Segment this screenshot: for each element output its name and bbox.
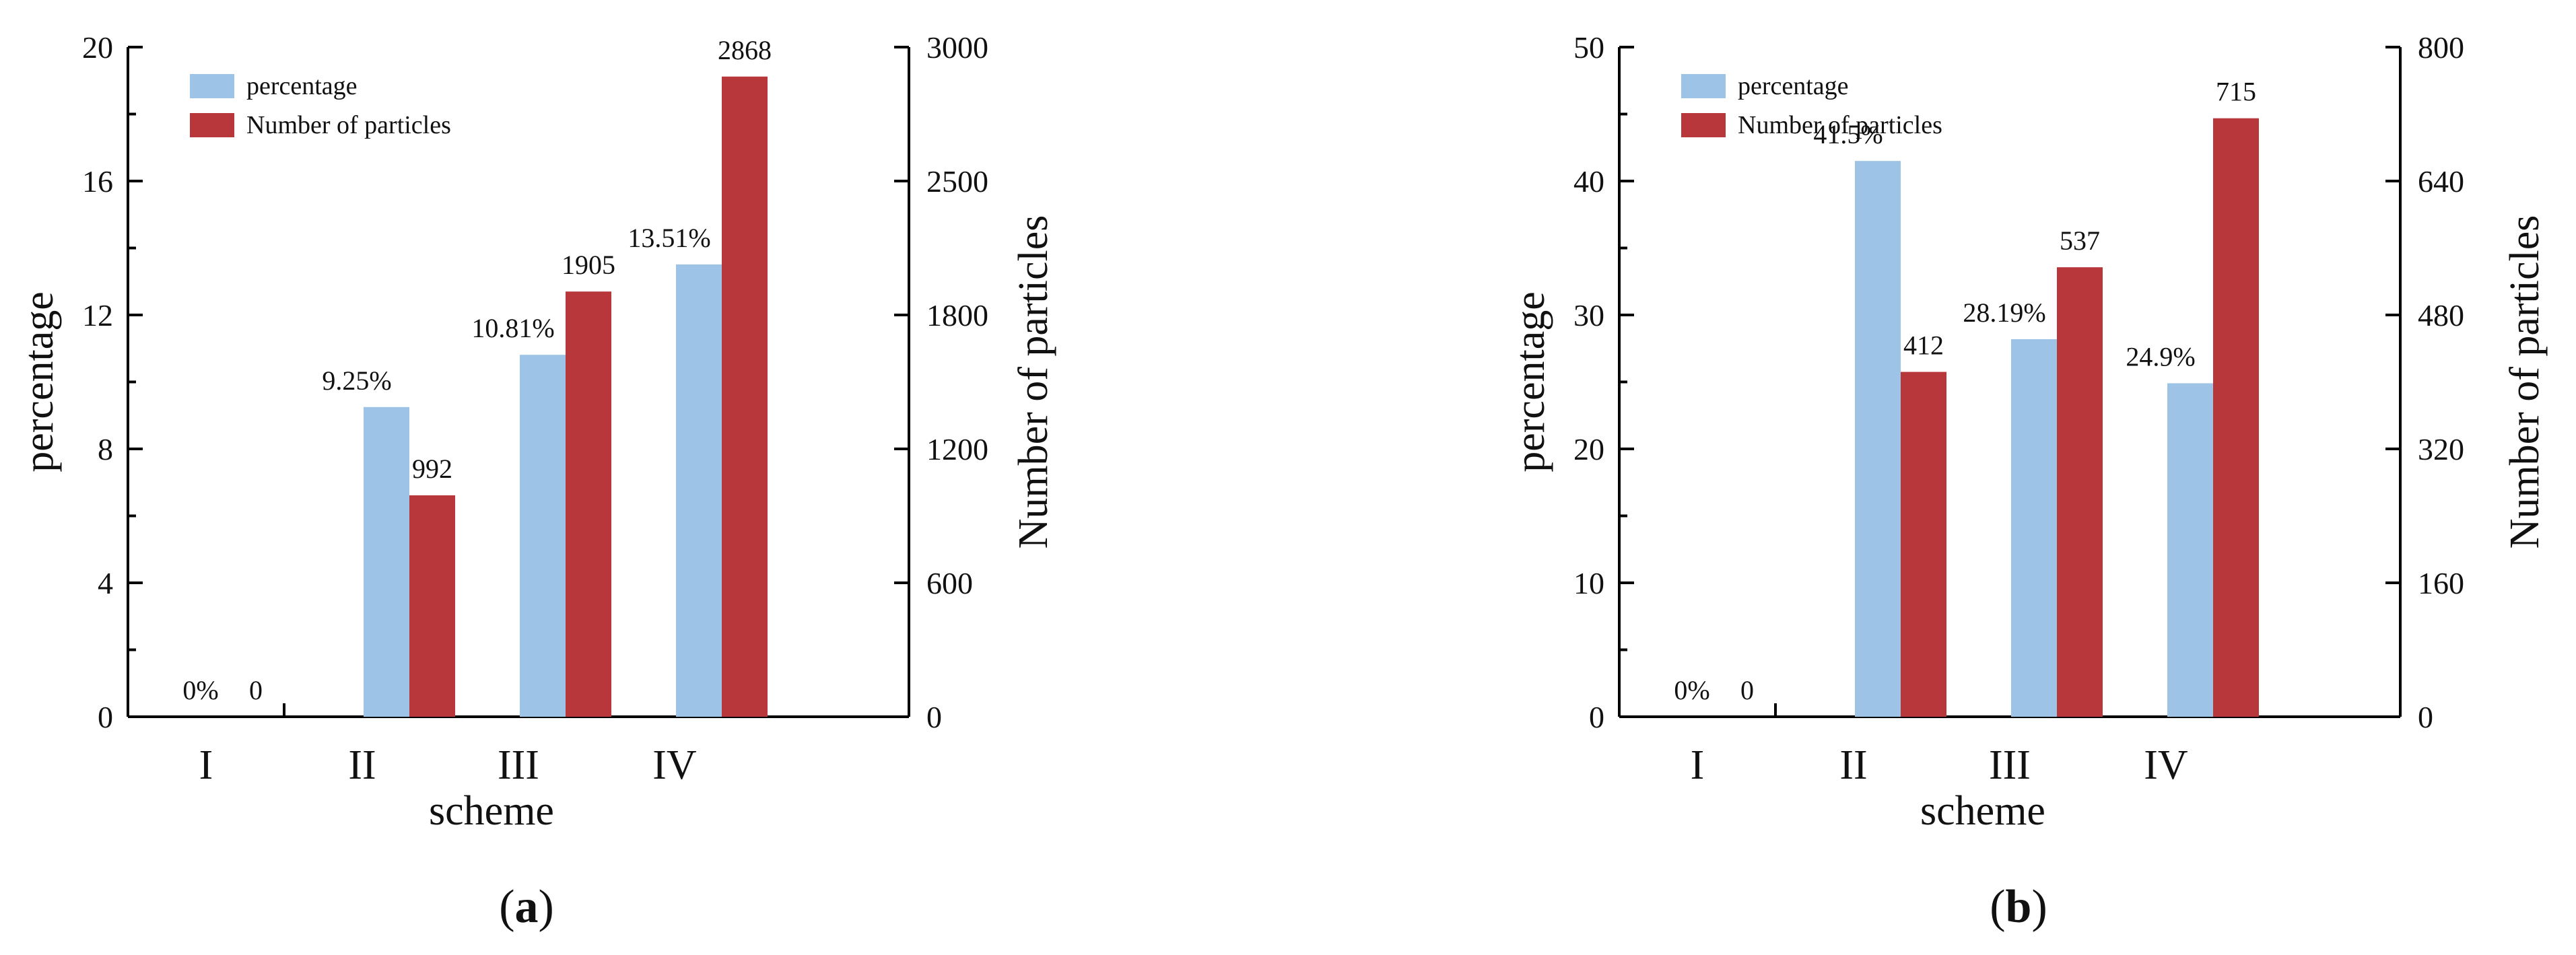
right-tick-label: 3000 xyxy=(926,30,988,65)
legend-label-percentage: percentage xyxy=(246,72,358,100)
percentage-data-label: 24.9% xyxy=(2126,341,2195,372)
legend-label-particles: Number of particles xyxy=(1738,111,1942,139)
particles-bar xyxy=(2057,267,2103,717)
left-axis-title: percentage xyxy=(1507,291,1553,472)
legend-swatch-particles xyxy=(1681,113,1726,137)
percentage-data-label: 13.51% xyxy=(628,223,710,253)
x-category-label: IV xyxy=(652,742,697,788)
percentage-data-label: 10.81% xyxy=(471,313,554,343)
particles-data-label: 1905 xyxy=(562,250,615,280)
x-category-label: III xyxy=(498,742,539,788)
percentage-bar xyxy=(676,264,722,717)
percentage-bar xyxy=(364,406,409,717)
subfigure-caption: (a) xyxy=(499,881,554,933)
particles-bar xyxy=(566,291,611,717)
legend-swatch-particles xyxy=(190,113,234,137)
right-axis-title: Number of particles xyxy=(1011,215,1056,549)
right-tick-label: 0 xyxy=(926,700,942,734)
left-tick-label: 20 xyxy=(1573,432,1604,466)
left-tick-label: 0 xyxy=(1589,700,1604,734)
left-tick-label: 30 xyxy=(1573,298,1604,332)
right-tick-label: 320 xyxy=(2418,432,2464,466)
particles-bar xyxy=(2213,118,2259,717)
legend-swatch-percentage xyxy=(1681,74,1726,98)
x-axis-title: scheme xyxy=(1920,788,2045,834)
left-axis-title: percentage xyxy=(16,291,62,472)
right-tick-label: 800 xyxy=(2418,30,2464,65)
right-tick-label: 0 xyxy=(2418,700,2433,734)
left-tick-label: 0 xyxy=(98,700,113,734)
left-tick-label: 4 xyxy=(98,566,113,600)
percentage-data-label: 41.5% xyxy=(1813,119,1883,149)
right-tick-label: 480 xyxy=(2418,298,2464,332)
right-axis-title: Number of particles xyxy=(2502,215,2548,549)
percentage-bar xyxy=(1855,161,1901,717)
particles-bar xyxy=(722,76,768,717)
right-tick-label: 160 xyxy=(2418,566,2464,600)
x-axis-title: scheme xyxy=(429,788,554,834)
particles-bar xyxy=(1901,372,1946,717)
left-tick-label: 8 xyxy=(98,432,113,466)
right-tick-label: 1200 xyxy=(926,432,988,466)
right-tick-label: 640 xyxy=(2418,164,2464,199)
percentage-data-label: 0% xyxy=(182,675,218,705)
percentage-data-label: 9.25% xyxy=(322,365,391,396)
particles-data-label: 715 xyxy=(2216,77,2256,107)
percentage-bar xyxy=(2011,339,2057,717)
x-category-label: IV xyxy=(2144,742,2188,788)
left-tick-label: 10 xyxy=(1573,566,1604,600)
percentage-data-label: 0% xyxy=(1674,675,1709,705)
x-category-label: I xyxy=(1691,742,1705,788)
particles-data-label: 412 xyxy=(1903,330,1944,361)
left-tick-label: 16 xyxy=(82,164,113,199)
particles-data-label: 0 xyxy=(249,675,263,705)
particles-bar xyxy=(409,495,455,717)
legend-label-particles: Number of particles xyxy=(246,111,451,139)
x-category-label: II xyxy=(348,742,376,788)
right-tick-label: 600 xyxy=(926,566,973,600)
right-tick-label: 1800 xyxy=(926,298,988,332)
particles-data-label: 0 xyxy=(1740,675,1754,705)
left-tick-label: 12 xyxy=(82,298,113,332)
x-category-label: I xyxy=(199,742,213,788)
subfigure-caption: (b) xyxy=(1990,881,2047,933)
percentage-data-label: 28.19% xyxy=(1963,297,2045,328)
x-category-label: II xyxy=(1839,742,1867,788)
particles-data-label: 537 xyxy=(2060,225,2100,256)
legend-swatch-percentage xyxy=(190,74,234,98)
x-category-label: III xyxy=(1989,742,2031,788)
left-tick-label: 40 xyxy=(1573,164,1604,199)
particles-data-label: 2868 xyxy=(718,35,772,65)
percentage-bar xyxy=(520,355,566,717)
left-tick-label: 50 xyxy=(1573,30,1604,65)
legend-label-percentage: percentage xyxy=(1738,72,1849,100)
percentage-bar xyxy=(2167,383,2213,717)
particles-data-label: 992 xyxy=(412,454,452,484)
right-tick-label: 2500 xyxy=(926,164,988,199)
left-tick-label: 20 xyxy=(82,30,113,65)
